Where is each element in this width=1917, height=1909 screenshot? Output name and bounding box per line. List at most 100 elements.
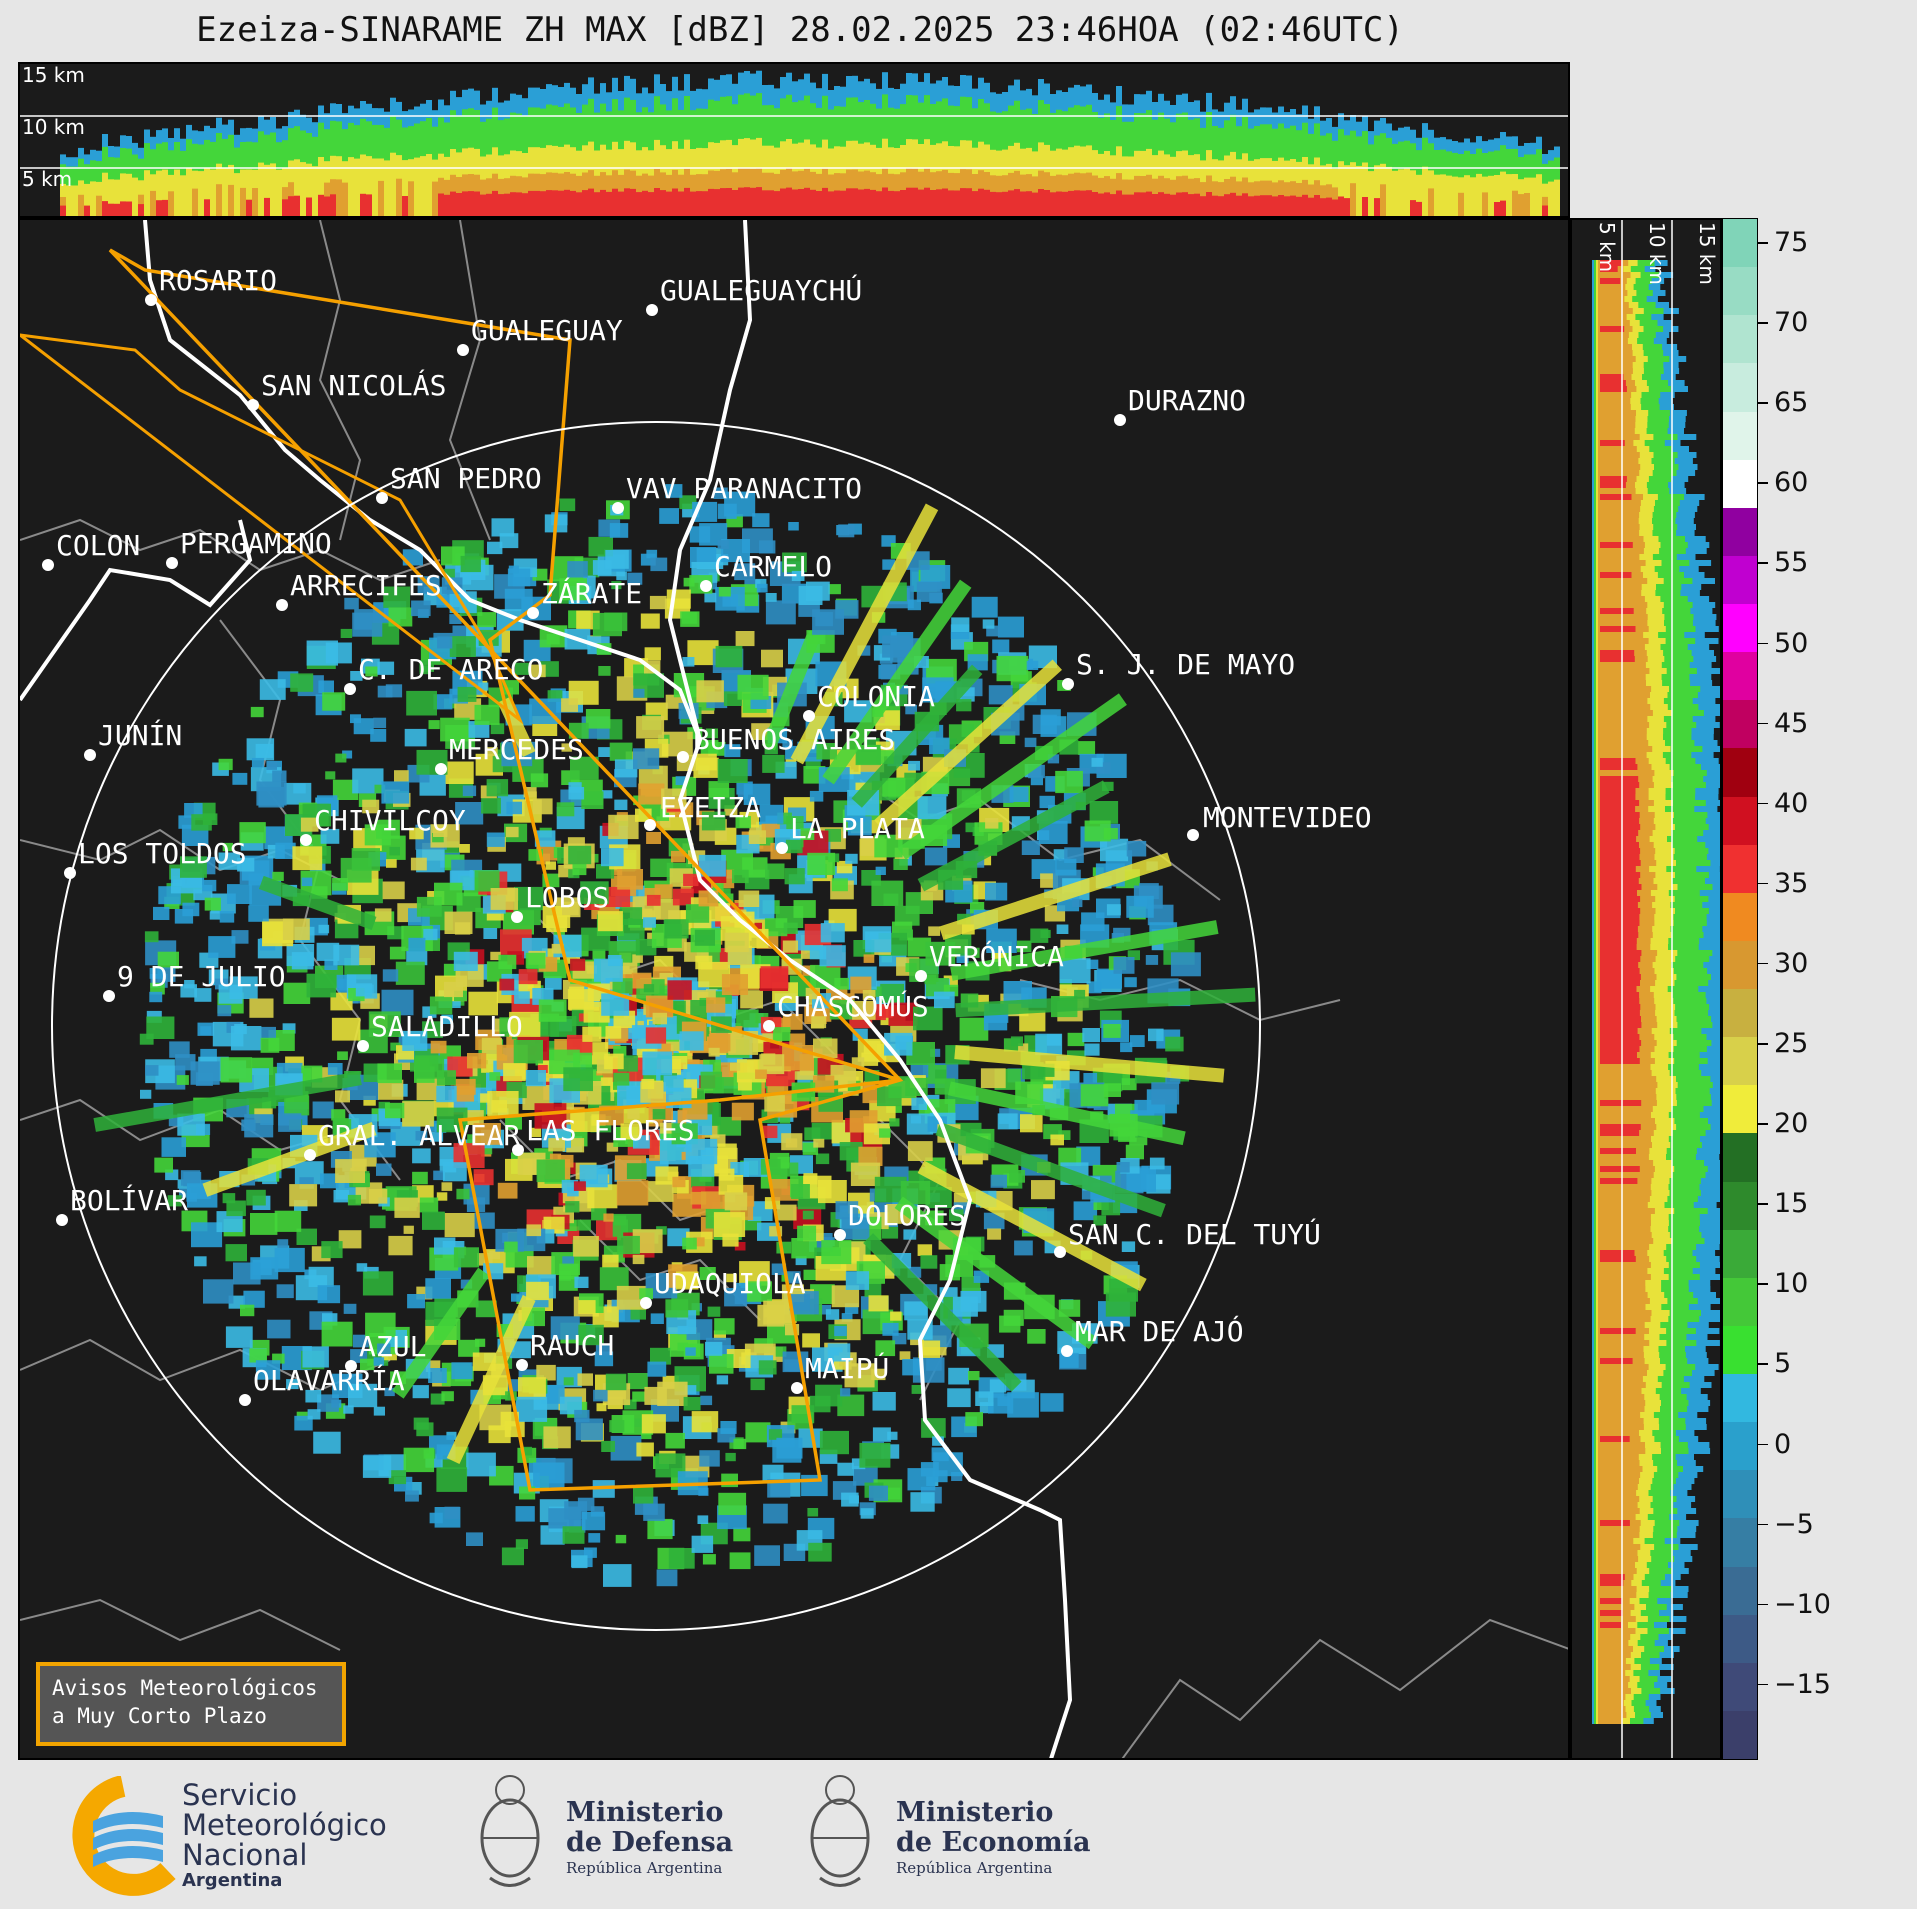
echo-cell: [610, 866, 623, 876]
right-echo-row: [1598, 410, 1636, 416]
right-echo-row: [1600, 266, 1618, 272]
echo-cell: [486, 779, 509, 797]
city-label: ZÁRATE: [541, 576, 642, 610]
echo-cell: [763, 1503, 788, 1524]
echo-cell: [374, 908, 392, 922]
echo-cell: [266, 761, 277, 770]
echo-cell: [526, 1281, 549, 1301]
top-echo-column: [1482, 192, 1488, 216]
top-echo-column: [120, 173, 126, 216]
echo-cell: [412, 1148, 431, 1164]
top-echo-column: [1266, 195, 1272, 216]
echo-cell: [577, 1219, 591, 1231]
city-dot: [677, 751, 689, 763]
right-echo-row: [1600, 1622, 1621, 1628]
echo-cell: [1058, 1147, 1082, 1166]
right-echo-row: [1600, 764, 1638, 770]
echo-cell: [856, 745, 880, 764]
echo-cell: [403, 1225, 414, 1234]
echo-cell: [602, 1254, 619, 1268]
right-echo-row: [1598, 554, 1640, 560]
echo-cell: [434, 882, 463, 906]
top-echo-column: [1488, 175, 1494, 216]
echo-cell: [639, 1288, 653, 1300]
echo-cell: [640, 553, 656, 566]
echo-cell: [760, 966, 789, 989]
echo-cell: [433, 825, 448, 837]
city-dot: [376, 492, 388, 504]
top-echo-column: [306, 163, 312, 216]
echo-cell: [296, 1228, 317, 1245]
right-echo-row: [1600, 260, 1622, 266]
echo-cell: [249, 998, 274, 1018]
echo-cell: [481, 797, 501, 814]
city-marker: BUENOS AIRES: [677, 723, 895, 763]
alt-label-15: 15 km: [22, 64, 85, 87]
echo-cell: [911, 1097, 927, 1110]
right-echo-row: [1598, 350, 1633, 356]
echo-cell: [239, 822, 266, 844]
echo-cell: [540, 1525, 565, 1545]
echo-cell: [716, 1375, 729, 1385]
echo-cell: [475, 1300, 497, 1318]
city-marker: DOLORES: [834, 1199, 966, 1241]
echo-cell: [1021, 840, 1040, 855]
echo-cell: [868, 1485, 888, 1501]
beam-streak: [202, 1122, 377, 1197]
top-echo-column: [1374, 198, 1380, 216]
echo-cell: [604, 1053, 624, 1070]
echo-cell: [466, 1452, 496, 1477]
echo-cell: [902, 1359, 923, 1376]
echo-cell: [813, 1138, 825, 1148]
top-echo-column: [1230, 192, 1236, 216]
echo-cell: [675, 776, 687, 786]
echo-cell: [601, 848, 624, 867]
right-echo-row: [1598, 284, 1626, 290]
top-echo-column: [1146, 191, 1152, 216]
top-echo-column: [858, 189, 864, 216]
echo-cell: [668, 1548, 695, 1569]
top-echo-column: [84, 183, 90, 216]
echo-cell: [180, 856, 207, 878]
echo-cell: [490, 723, 505, 735]
uruguay-coast: [667, 220, 753, 741]
echo-cell: [536, 1159, 565, 1183]
right-echo-row: [1600, 830, 1639, 836]
echo-cell: [289, 1184, 318, 1207]
echo-cell: [630, 1307, 646, 1320]
right-cross-section: 5 km 10 km 15 km: [1570, 218, 1722, 1760]
city-label: MAIPÚ: [805, 1351, 889, 1385]
echo-cell: [871, 1368, 886, 1381]
echo-cell: [1151, 1082, 1180, 1105]
top-echo-column: [906, 187, 912, 216]
right-echo-row: [1598, 1616, 1636, 1622]
echo-cell: [848, 523, 862, 535]
echo-cell: [194, 1256, 207, 1267]
top-echo-column: [882, 187, 888, 216]
right-echo-row: [1600, 878, 1639, 884]
echo-cell: [322, 692, 346, 711]
echo-cell: [568, 782, 582, 793]
echo-cell: [992, 950, 1007, 963]
echo-cell: [550, 1316, 580, 1340]
right-echo-row: [1598, 1424, 1644, 1430]
echo-cell: [874, 834, 903, 858]
echo-cell: [306, 973, 337, 998]
echo-cell: [290, 673, 314, 692]
echo-cell: [272, 1353, 285, 1364]
top-echo-column: [816, 191, 822, 216]
top-echo-column: [522, 193, 528, 216]
right-echo-row: [1598, 1544, 1641, 1550]
top-echo-column: [258, 162, 264, 216]
right-echo-row: [1598, 1490, 1637, 1496]
city-label: BOLÍVAR: [70, 1183, 188, 1217]
top-echo-column: [600, 189, 606, 216]
echo-cell: [489, 1072, 501, 1081]
admin-border: [1121, 1618, 1568, 1758]
right-echo-row: [1598, 710, 1653, 716]
echo-cell: [292, 846, 323, 871]
top-echo-column: [1500, 171, 1506, 216]
city-marker: VERÓNICA: [915, 939, 1064, 982]
colorbar-segment: [1723, 892, 1757, 942]
city-label: MONTEVIDEO: [1203, 801, 1372, 834]
